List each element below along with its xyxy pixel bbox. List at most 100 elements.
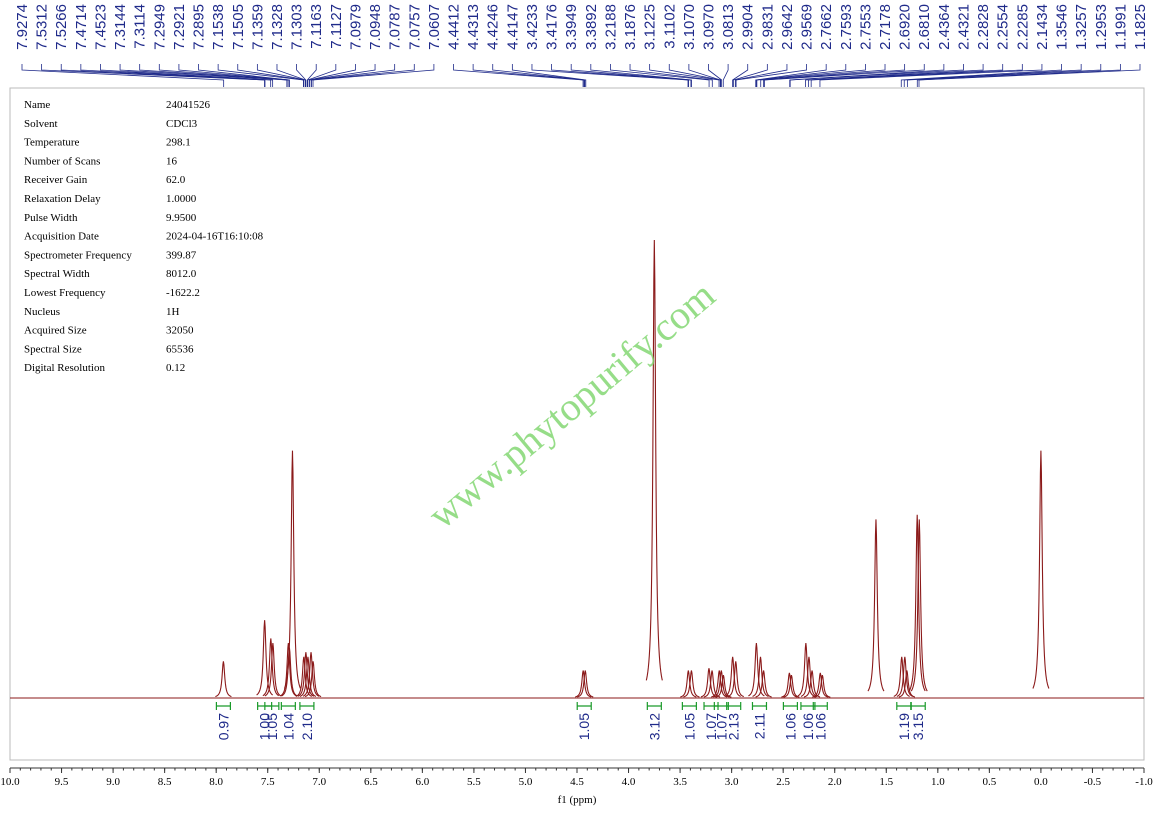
peak-connector — [708, 64, 723, 87]
peak-label: 7.0979 — [347, 4, 364, 50]
x-tick-label: 7.0 — [312, 776, 326, 788]
peak-connector — [805, 64, 984, 87]
peak-connector — [312, 64, 435, 87]
spectrum-peak — [264, 642, 282, 697]
integral-label: 1.19 — [896, 713, 912, 740]
peak-label: 1.2953 — [1093, 4, 1110, 50]
parameter-name: Spectral Size — [24, 343, 82, 355]
peak-connector — [688, 64, 722, 87]
peak-label: 7.5312 — [34, 4, 51, 50]
peak-connector — [511, 64, 587, 87]
peak-connector — [906, 64, 1102, 87]
parameter-value: 24041526 — [166, 99, 211, 111]
parameter-name: Name — [24, 99, 50, 111]
x-tick-label: 10.0 — [0, 776, 20, 788]
x-tick-label: 2.5 — [776, 776, 790, 788]
peak-connector — [21, 64, 225, 87]
peak-connector — [80, 64, 272, 87]
integral-label: 1.06 — [800, 713, 816, 740]
peak-label: 2.1434 — [1034, 4, 1051, 50]
spectrum-peak — [262, 638, 280, 697]
spectrum-peak — [910, 519, 928, 692]
integral-bracket — [576, 702, 592, 710]
x-tick-label: 5.5 — [467, 776, 481, 788]
integral-bracket — [782, 702, 798, 710]
spectrum-peak — [302, 652, 320, 697]
peak-connector — [755, 64, 827, 87]
peak-connector — [551, 64, 689, 87]
peak-connector — [722, 64, 729, 87]
peak-connector — [810, 64, 1023, 87]
peak-label: 7.5266 — [53, 4, 70, 50]
x-tick-label: 4.0 — [622, 776, 636, 788]
x-tick-label: 9.0 — [106, 776, 120, 788]
integral-label: 2.13 — [726, 713, 742, 740]
peak-connector — [732, 64, 749, 87]
parameter-value: 1.0000 — [166, 193, 197, 205]
peak-connector — [735, 64, 807, 87]
peak-label: 7.0787 — [387, 4, 404, 50]
peak-label: 2.7662 — [818, 4, 835, 50]
peak-label: 3.1070 — [681, 4, 698, 50]
peak-connector — [453, 64, 584, 87]
peak-label: 2.7553 — [857, 4, 874, 50]
x-tick-label: 6.5 — [364, 776, 378, 788]
peak-label: 1.3546 — [1054, 4, 1071, 50]
spectrum-peak — [908, 514, 926, 692]
parameter-value: 2024-04-16T16:10:08 — [166, 231, 264, 243]
x-tick-label: 3.0 — [725, 776, 739, 788]
peak-connector — [531, 64, 689, 87]
integral-label: 1.06 — [812, 713, 828, 740]
peak-connector — [762, 64, 906, 87]
parameter-name: Spectrometer Frequency — [24, 249, 132, 261]
spectrum-peak — [781, 672, 798, 698]
integral-label: 1.07 — [713, 713, 729, 740]
integral-label: 3.15 — [910, 713, 926, 740]
x-tick-label: 4.5 — [570, 776, 584, 788]
parameter-value: 298.1 — [166, 137, 191, 149]
x-tick-label: 1.5 — [879, 776, 893, 788]
spectrum-peak — [1032, 450, 1050, 689]
parameter-value: -1622.2 — [166, 287, 200, 299]
integral-bracket — [280, 702, 296, 710]
spectrum-peak — [304, 661, 322, 698]
peak-connector — [900, 64, 1062, 87]
peak-label: 7.1127 — [328, 4, 345, 49]
x-tick-label: 6.0 — [415, 776, 429, 788]
integral-label: 3.12 — [646, 713, 662, 740]
peak-label: 7.2921 — [171, 4, 188, 50]
spectrum-peak — [256, 620, 273, 696]
peak-connector — [492, 64, 586, 87]
x-tick-label: 7.5 — [261, 776, 275, 788]
integral-bracket — [681, 702, 697, 710]
parameter-value: CDCl3 — [166, 118, 198, 130]
peak-connector — [590, 64, 692, 87]
spectrum-peak — [680, 670, 697, 698]
peak-label: 2.4321 — [955, 4, 972, 50]
peak-label: 4.4147 — [504, 4, 521, 50]
peak-connector — [903, 64, 1082, 87]
peak-connector — [100, 64, 274, 87]
spectrum-peak — [867, 519, 885, 692]
x-axis-label: f1 (ppm) — [558, 794, 597, 806]
spectrum-peak — [724, 656, 741, 697]
integral-label: 1.04 — [280, 713, 296, 740]
spectrum-peak — [893, 656, 910, 697]
integral-bracket — [751, 702, 768, 710]
peak-connector — [570, 64, 692, 87]
x-tick-label: 2.0 — [828, 776, 842, 788]
peak-connector — [918, 64, 1141, 87]
integral-bracket — [299, 702, 315, 710]
peak-connector — [756, 64, 847, 87]
spectrum-peak — [280, 642, 297, 697]
peak-label: 2.2285 — [1014, 4, 1031, 50]
integral-label: 0.97 — [215, 713, 231, 740]
parameter-name: Spectral Width — [24, 268, 90, 280]
spectrum-peak — [797, 642, 815, 697]
peak-label: 7.1303 — [289, 4, 306, 50]
spectrum-peak — [703, 670, 721, 698]
peak-label: 3.1225 — [642, 4, 659, 50]
integral-label: 1.06 — [782, 713, 798, 740]
x-tick-label: 3.5 — [673, 776, 687, 788]
